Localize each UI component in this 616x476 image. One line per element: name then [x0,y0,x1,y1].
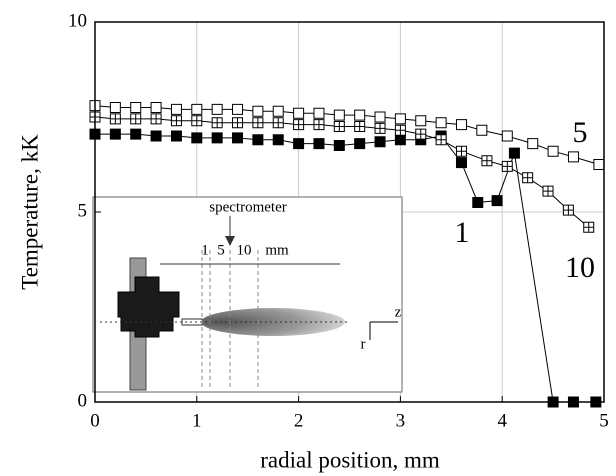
marker [501,130,513,142]
series-label: 1 [455,216,470,249]
y-tick-label: 10 [68,10,87,31]
marker [333,140,345,151]
slice-lines [201,250,259,388]
marker [130,113,142,125]
marker [354,121,366,132]
marker [354,138,366,150]
marker [394,124,406,136]
marker [130,128,142,140]
marker [455,145,467,157]
marker [527,138,539,150]
marker [272,117,284,129]
marker [394,134,406,146]
x-axis-title: radial position, mm [260,447,440,472]
marker [130,102,142,113]
marker [435,134,447,146]
marker [272,105,284,117]
inset-label: r [361,336,366,352]
marker [232,132,244,144]
marker [374,111,386,123]
marker [313,119,325,131]
marker [191,103,203,115]
marker [150,102,162,113]
series-label: 10 [565,251,595,284]
marker [374,122,386,134]
marker [211,132,223,144]
marker [333,121,345,132]
y-tick-label: 5 [78,200,88,221]
marker [562,204,574,216]
marker [583,221,595,233]
marker [542,185,554,197]
marker [293,107,305,119]
inset-label: z [395,304,402,320]
marker [481,155,493,167]
marker [522,172,534,184]
marker [109,113,121,125]
marker [593,159,605,170]
marker [293,138,305,150]
marker [501,160,513,172]
marker [252,105,264,117]
x-tick-label: 4 [497,410,507,431]
marker [252,134,264,146]
inset-label: 1 [201,242,209,258]
marker [170,130,182,142]
x-tick-label: 1 [192,410,202,431]
marker [191,132,203,144]
x-tick-label: 0 [90,410,100,431]
marker [476,124,488,136]
marker [252,117,264,129]
series-line [94,105,600,165]
inset-label: 5 [217,242,225,258]
marker [150,113,162,125]
marker [109,102,121,113]
marker [374,136,386,148]
inset-label: spectrometer [209,199,286,215]
inset-label: mm [265,242,289,258]
y-axis-title: Temperature, kK [17,134,42,290]
marker [547,145,559,157]
inset: spectrometer 1 5 10 mm z r [92,196,403,393]
x-tick-label: 3 [396,410,406,431]
marker [232,117,244,129]
marker [508,147,520,159]
torch-body [117,276,180,338]
inset-label: 10 [237,242,252,258]
marker [415,128,427,140]
marker [272,134,284,146]
marker [435,117,447,129]
marker [150,130,162,142]
x-tick-label: 2 [294,410,304,431]
marker [232,103,244,115]
marker [313,138,325,150]
marker [313,107,325,119]
marker [472,197,484,208]
data-layer [89,100,605,408]
marker [354,109,366,121]
marker [491,195,503,207]
x-tick-label: 5 [599,410,609,431]
marker [170,103,182,115]
marker [109,128,121,140]
marker [191,115,203,127]
marker [394,113,406,125]
arrow-head [225,236,235,246]
marker [567,151,579,163]
marker [455,157,467,169]
marker [415,115,427,127]
plume [201,308,345,336]
marker [211,103,223,115]
marker [211,117,223,129]
marker [455,119,467,131]
marker [333,109,345,121]
y-tick-label: 0 [78,390,88,411]
series-label: 5 [573,116,588,149]
marker [293,119,305,131]
marker [170,115,182,127]
